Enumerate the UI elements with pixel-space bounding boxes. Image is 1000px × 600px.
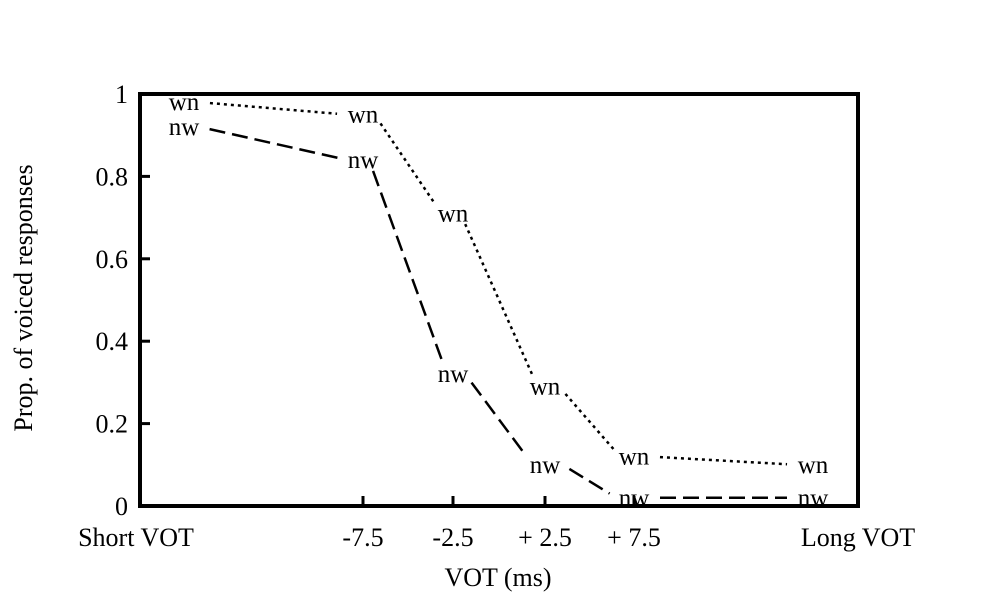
y-tick-label: 0 xyxy=(115,492,128,521)
series-lines xyxy=(209,101,788,500)
series-nw-point: nw xyxy=(438,361,469,388)
series-wn-point: wn xyxy=(530,374,561,401)
x-tick-label: + 7.5 xyxy=(607,523,661,552)
x-axis-title: VOT (ms) xyxy=(444,563,551,592)
y-tick-label: 0.6 xyxy=(96,245,129,274)
x-tick-label: + 2.5 xyxy=(518,523,572,552)
y-tick-label: 0.4 xyxy=(96,327,129,356)
series-nw-point: nw xyxy=(619,485,650,512)
series-wn-point: wn xyxy=(619,444,650,471)
series-wn-segment xyxy=(659,455,788,466)
x-tick-label: -7.5 xyxy=(342,523,383,552)
plot-frame-group xyxy=(138,92,860,508)
series-wn-segment xyxy=(379,122,437,206)
plot-frame xyxy=(138,92,860,508)
x-tick-label: -2.5 xyxy=(432,523,473,552)
series-nw-segment xyxy=(568,467,611,495)
series-wn-point: wn xyxy=(348,102,379,129)
series-wn-point: wn xyxy=(438,200,469,227)
x-tick-label: Long VOT xyxy=(801,523,915,552)
y-axis-title: Prop. of voiced responses xyxy=(9,164,38,431)
series-wn-segment xyxy=(564,393,615,450)
series-wn-segment xyxy=(209,101,338,116)
y-tick-label: 0.2 xyxy=(96,410,129,439)
series-nw-point: nw xyxy=(169,114,200,141)
series-nw-segment xyxy=(470,381,528,458)
y-tick-label: 0.8 xyxy=(96,162,129,191)
series-nw-segment xyxy=(371,170,445,364)
x-tick-label: Short VOT xyxy=(78,523,194,552)
series-nw-point: nw xyxy=(798,485,829,512)
y-axis: 0 0.2 0.4 0.6 0.8 1 xyxy=(96,80,150,521)
series-wn-point: wn xyxy=(798,452,829,479)
series-wn-segment xyxy=(464,223,534,377)
series-nw-segment xyxy=(209,127,338,159)
y-tick-label: 1 xyxy=(115,80,128,109)
x-axis: Short VOT -7.5 -2.5 + 2.5 + 7.5 Long VOT xyxy=(78,496,915,552)
series-nw-point: nw xyxy=(530,452,561,479)
series-nw-point: nw xyxy=(348,147,379,174)
series-wn-point: wn xyxy=(169,89,200,116)
